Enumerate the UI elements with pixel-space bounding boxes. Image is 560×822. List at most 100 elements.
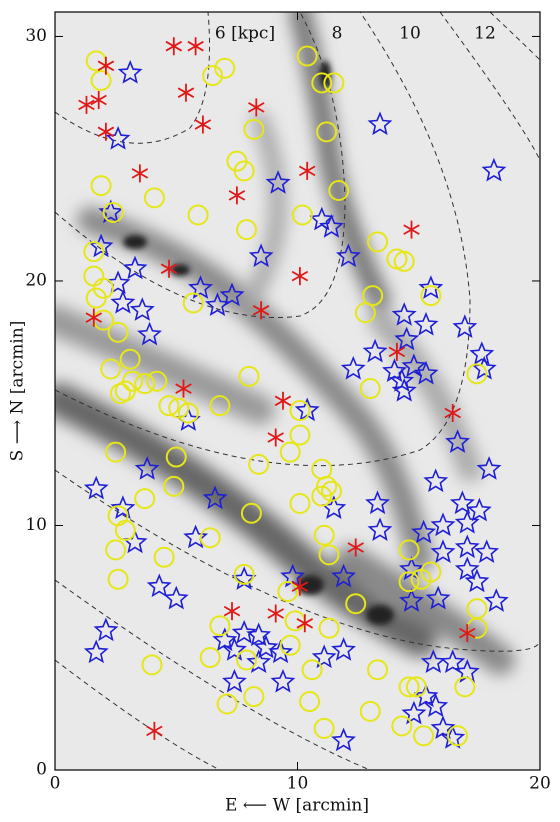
star-marker <box>336 243 361 268</box>
y-tick-label: 10 <box>25 515 47 535</box>
star-marker <box>163 585 189 610</box>
circle-marker <box>420 561 442 583</box>
star-marker <box>146 573 172 598</box>
star-marker <box>454 556 480 581</box>
circle-marker <box>146 370 168 392</box>
annotation: 8 <box>332 24 343 44</box>
star-marker <box>413 683 439 708</box>
circle-marker <box>301 659 323 681</box>
star-marker <box>246 622 272 647</box>
asterisk-marker <box>146 721 163 740</box>
circle-marker <box>134 373 156 395</box>
asterisk-marker <box>267 604 284 623</box>
star-marker <box>110 495 136 520</box>
circle-marker <box>102 202 124 224</box>
star-marker <box>248 243 274 268</box>
asterisk-marker <box>194 115 212 134</box>
star-marker <box>413 360 439 385</box>
circle-marker <box>243 118 265 140</box>
annotation: 12 <box>474 24 496 44</box>
circle-marker <box>187 204 209 226</box>
asterisk-marker <box>187 37 204 56</box>
star-marker <box>311 644 337 669</box>
asterisk-marker <box>223 602 241 621</box>
asterisk-marker <box>252 301 270 320</box>
circle-marker <box>398 571 420 593</box>
star-marker <box>430 512 456 537</box>
star-marker <box>469 341 495 365</box>
star-marker <box>105 270 131 294</box>
circle-marker <box>243 686 265 708</box>
asterisk-marker <box>298 161 316 180</box>
circle-marker <box>182 292 204 314</box>
circle-marker <box>114 519 136 541</box>
circle-marker <box>466 363 488 385</box>
star-marker <box>253 634 279 659</box>
star-marker <box>204 292 230 316</box>
circle-marker <box>236 219 258 241</box>
star-marker <box>394 326 420 351</box>
star-marker <box>98 199 124 224</box>
circle-marker <box>354 302 376 324</box>
asterisk-marker <box>388 342 406 361</box>
star-marker <box>331 563 356 588</box>
star-marker <box>110 289 136 314</box>
asterisk-marker <box>160 259 178 278</box>
star-marker <box>474 539 500 564</box>
circle-marker <box>248 453 270 475</box>
star-marker <box>476 456 502 480</box>
circle-marker <box>199 647 221 669</box>
circle-marker <box>454 676 476 698</box>
star-marker <box>440 649 466 673</box>
star-marker <box>270 668 296 693</box>
circle-marker <box>240 502 262 524</box>
star-marker <box>202 485 228 510</box>
star-marker <box>265 170 291 194</box>
star-marker <box>430 715 456 739</box>
asterisk-marker <box>274 391 292 410</box>
star-marker <box>401 700 427 725</box>
circle-marker <box>216 693 238 715</box>
circle-marker <box>279 634 301 656</box>
circle-marker <box>236 649 258 671</box>
circle-marker <box>134 488 156 510</box>
star-marker <box>105 126 131 150</box>
star-marker <box>331 727 356 752</box>
circle-marker <box>199 527 221 549</box>
star-marker <box>391 377 417 402</box>
circle-marker <box>214 57 236 79</box>
circle-marker <box>359 700 381 722</box>
circle-marker <box>233 563 255 585</box>
circle-marker <box>405 676 427 698</box>
star-marker <box>93 617 119 642</box>
galactocentric-contours <box>55 12 540 770</box>
asterisk-marker <box>291 577 309 596</box>
circle-marker <box>209 615 231 637</box>
circle-marker <box>345 593 367 615</box>
asterisk-marker <box>248 98 265 117</box>
asterisk-marker <box>78 95 95 114</box>
circle-marker <box>107 568 129 590</box>
asterisk-marker <box>175 379 192 398</box>
star-marker <box>391 302 417 326</box>
circle-marker <box>289 424 311 446</box>
star-marker <box>411 519 437 544</box>
circle-marker <box>318 617 340 639</box>
y-axis-label: S ⟶ N [arcmin] <box>8 321 28 462</box>
star-marker <box>319 214 344 238</box>
star-marker <box>129 297 155 321</box>
star-marker <box>454 534 480 559</box>
star-marker <box>430 539 456 564</box>
asterisk-marker <box>347 538 364 557</box>
asterisk-marker <box>228 186 246 205</box>
circle-marker <box>209 395 231 417</box>
star-marker <box>222 637 247 661</box>
star-marker <box>367 111 393 136</box>
circle-marker <box>323 72 345 94</box>
x-tick-label: 20 <box>529 774 551 794</box>
asterisk-marker <box>90 91 107 109</box>
circle-marker <box>83 241 105 263</box>
galaxy-image <box>55 12 540 770</box>
circle-marker <box>420 285 442 307</box>
star-marker <box>365 490 391 515</box>
